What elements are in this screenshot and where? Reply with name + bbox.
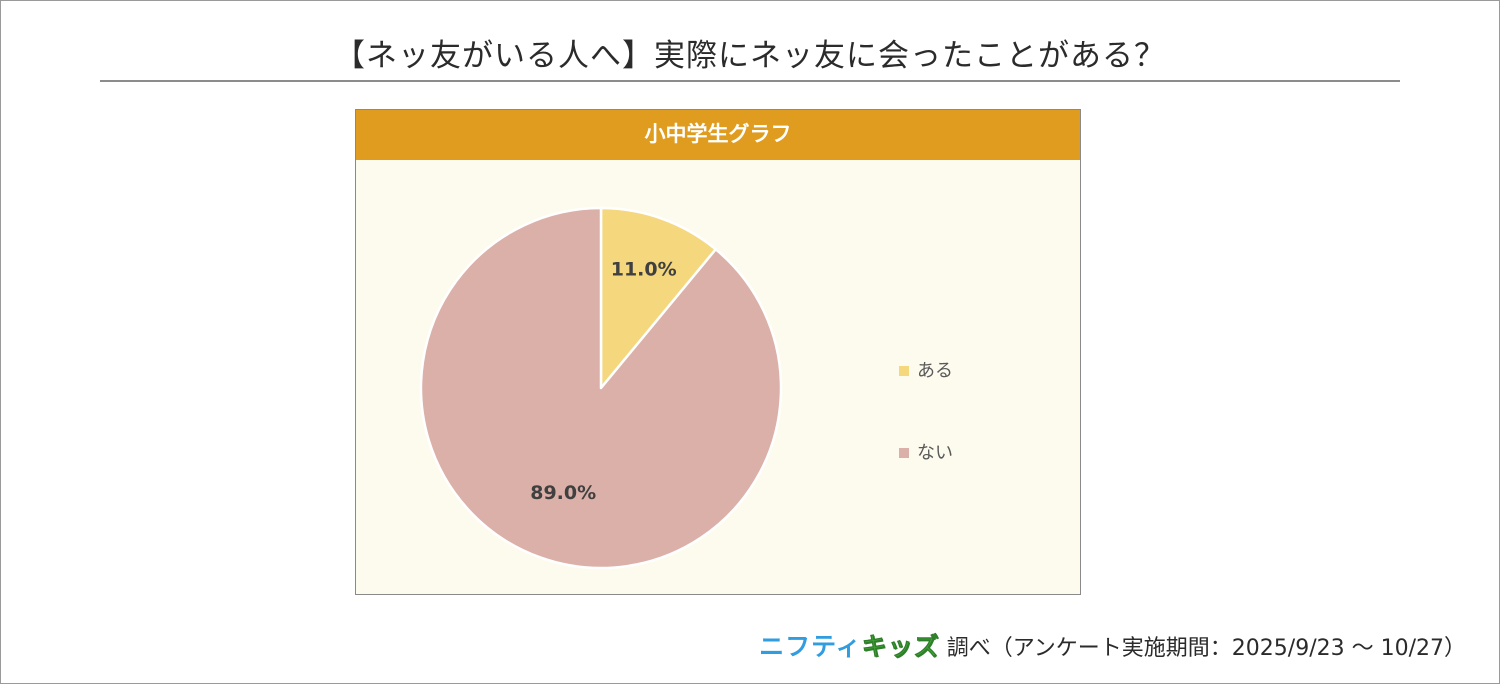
brand-logo-kids: キッズ <box>861 632 940 662</box>
page-title: 【ネッ友がいる人へ】実際にネッ友に会ったことがある？ <box>334 38 1166 74</box>
brand-logo-nifty: ニフティ <box>759 632 862 661</box>
data-label-aru: 11.0% <box>611 258 677 280</box>
chart-title: 小中学生グラフ <box>356 110 1080 160</box>
pie-slice-aru <box>599 206 717 390</box>
chart-panel: 小中学生グラフ 11.0% ある 89.0% ない <box>355 109 1081 595</box>
legend-label-aru: ある <box>917 361 953 382</box>
data-label-nai: 89.0% <box>530 482 596 504</box>
legend-swatch-nai <box>899 448 909 458</box>
pie-slice-nai <box>419 206 783 570</box>
legend-label-nai: ない <box>917 443 953 464</box>
title-divider <box>100 80 1400 82</box>
legend-swatch-aru <box>899 366 909 376</box>
pie-chart: 11.0% ある 89.0% ない <box>419 206 953 570</box>
survey-period-note: 調べ（アンケート実施期間：2025/9/23 ～ 10/27） <box>946 636 1466 661</box>
footer-credit: ニフティキッズ 調べ（アンケート実施期間：2025/9/23 ～ 10/27） <box>759 627 1466 663</box>
